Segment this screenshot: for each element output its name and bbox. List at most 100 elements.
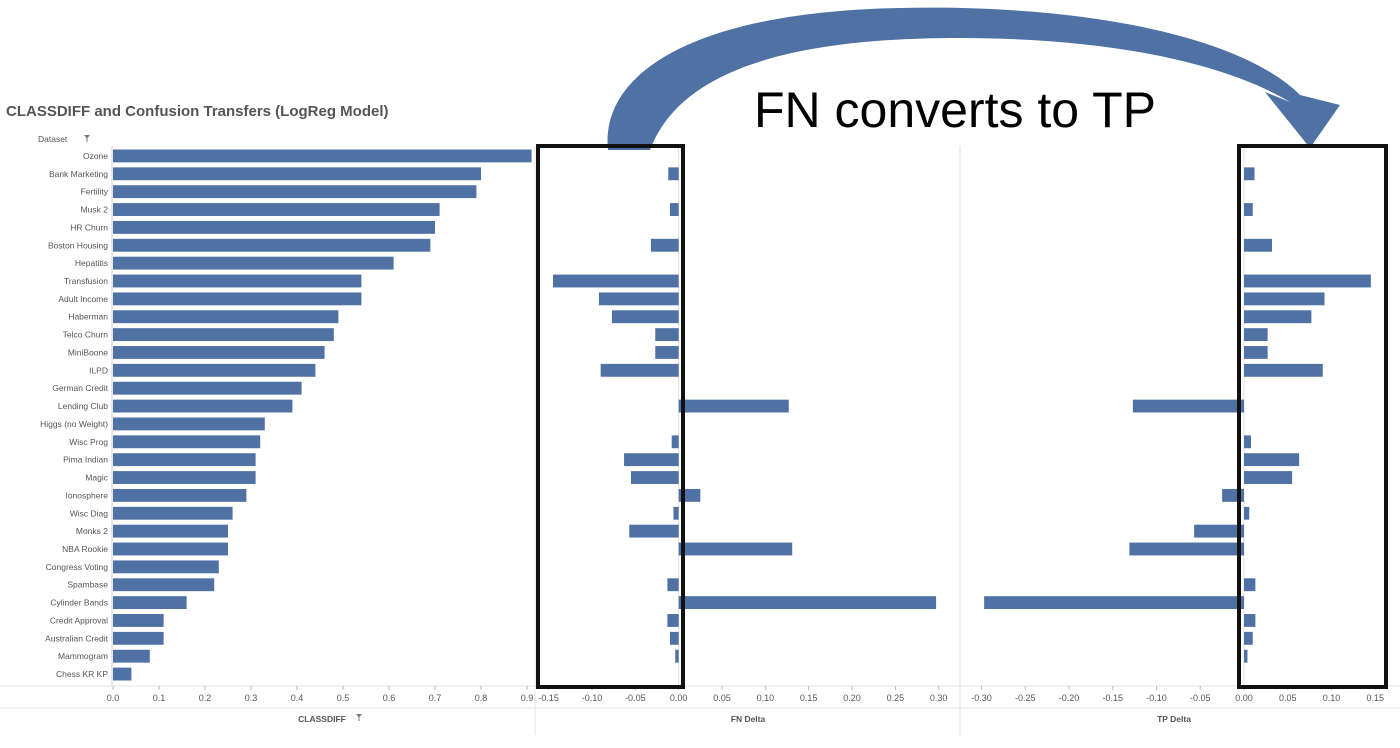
bar-tp-delta [1244, 471, 1293, 484]
bar-fn-delta [675, 649, 679, 663]
axis-label: CLASSDIFF [298, 714, 346, 724]
bar-fn-delta [650, 238, 679, 252]
bar-classdiff [113, 203, 440, 216]
annotation-text: FN converts to TP [754, 82, 1156, 138]
bar-classdiff [113, 614, 164, 627]
category-label: Cylinder Bands [50, 598, 108, 608]
bar-classdiff [113, 578, 215, 592]
bar-classdiff [113, 649, 150, 663]
bar-fn-delta [673, 506, 679, 520]
category-label: Spambase [67, 580, 108, 590]
bar-fn-delta [678, 542, 793, 556]
bar-fn-delta [670, 203, 679, 216]
filter-icon [356, 714, 362, 721]
bar-fn-delta [655, 346, 679, 359]
bar-classdiff [113, 417, 265, 431]
tp-highlight-box [1237, 144, 1388, 689]
bar-tp-delta [1244, 167, 1255, 181]
bar-classdiff [113, 346, 325, 359]
category-label: Bank Marketing [49, 169, 108, 179]
bar-classdiff [113, 488, 247, 502]
bar-fn-delta [624, 453, 679, 467]
tick-label: 0.15 [800, 693, 818, 703]
bar-fn-delta [668, 167, 679, 181]
chart-labels: Ozone Bank Marketing Fertility Musk 2 HR Chu… [40, 151, 1384, 724]
bar-tp-delta [1244, 310, 1312, 324]
bar-tp-delta [1244, 238, 1272, 252]
bar-classdiff [113, 453, 256, 467]
tick-label: -0.15 [538, 693, 559, 703]
tick-label: -0.10 [582, 693, 603, 703]
bar-classdiff [113, 310, 339, 324]
bar-classdiff [113, 596, 187, 610]
category-label: Hepatitis [75, 258, 108, 268]
gridlines [0, 146, 1400, 735]
bar-classdiff [113, 274, 362, 288]
tick-label: 0.15 [1366, 693, 1384, 703]
category-label: Mammogram [58, 651, 108, 661]
category-label: Wisc Prog [69, 437, 108, 447]
bar-tp-delta [1244, 631, 1253, 645]
tick-label: -0.05 [625, 693, 646, 703]
bar-fn-delta [655, 328, 679, 342]
bar-tp-delta [1244, 274, 1371, 288]
category-label: HR Churn [70, 222, 108, 232]
tick-label: 0.8 [475, 693, 488, 703]
tick-label: -0.10 [1146, 693, 1167, 703]
bar-classdiff [113, 185, 477, 199]
bar-classdiff [113, 238, 431, 252]
filter-icon[interactable] [84, 135, 90, 142]
bar-classdiff [113, 471, 256, 484]
tick-label: 0.5 [337, 693, 350, 703]
bar-classdiff [113, 363, 316, 377]
bar-fn-delta [553, 274, 679, 288]
chart-title: CLASSDIFF and Confusion Transfers (LogRe… [6, 103, 389, 120]
bar-tp-delta [1129, 542, 1244, 556]
bar-tp-delta [1244, 649, 1248, 663]
dataset-header: Dataset [38, 134, 68, 144]
category-label: Ionosphere [65, 490, 108, 500]
tick-label: 0.6 [383, 693, 396, 703]
category-label: Adult Income [58, 294, 108, 304]
tick-label: -0.30 [971, 693, 992, 703]
bar-classdiff [113, 381, 302, 395]
category-label: Higgs (no Weight) [40, 419, 108, 429]
chart-marks [113, 149, 1371, 681]
bar-fn-delta [671, 435, 679, 449]
category-label: Lending Club [58, 401, 108, 411]
category-label: Transfusion [64, 276, 108, 286]
bar-tp-delta [984, 596, 1244, 610]
bar-classdiff [113, 667, 132, 681]
bar-tp-delta [1244, 346, 1268, 359]
bar-fn-delta [667, 614, 679, 627]
tick-label: 0.30 [930, 693, 948, 703]
tick-label: 0.20 [843, 693, 861, 703]
category-label: Pima Indian [63, 455, 108, 465]
category-label: ILPD [89, 365, 108, 375]
bar-classdiff [113, 220, 435, 234]
category-label: Australian Credit [45, 633, 108, 643]
tick-label: 0.9 [521, 693, 534, 703]
category-label: Magic [85, 473, 108, 483]
tick-label: -0.15 [1102, 693, 1123, 703]
tick-label: 0.10 [1323, 693, 1341, 703]
category-label: Telco Churn [63, 330, 109, 340]
tick-label: 0.05 [713, 693, 731, 703]
category-label: Wisc Diag [70, 508, 109, 518]
category-label: German Credit [52, 383, 108, 393]
bar-classdiff [113, 631, 164, 645]
bar-classdiff [113, 167, 481, 181]
bar-tp-delta [1132, 399, 1244, 413]
tick-label: -0.05 [1190, 693, 1211, 703]
bar-tp-delta [1244, 614, 1256, 627]
bar-fn-delta [611, 310, 679, 324]
category-label: MiniBoone [68, 347, 108, 357]
tick-label: 0.2 [199, 693, 212, 703]
bar-tp-delta [1244, 578, 1256, 592]
bar-tp-delta [1244, 435, 1251, 449]
tick-label: 0.10 [757, 693, 775, 703]
bar-classdiff [113, 328, 334, 342]
bar-classdiff [113, 506, 233, 520]
bar-fn-delta [667, 578, 679, 592]
